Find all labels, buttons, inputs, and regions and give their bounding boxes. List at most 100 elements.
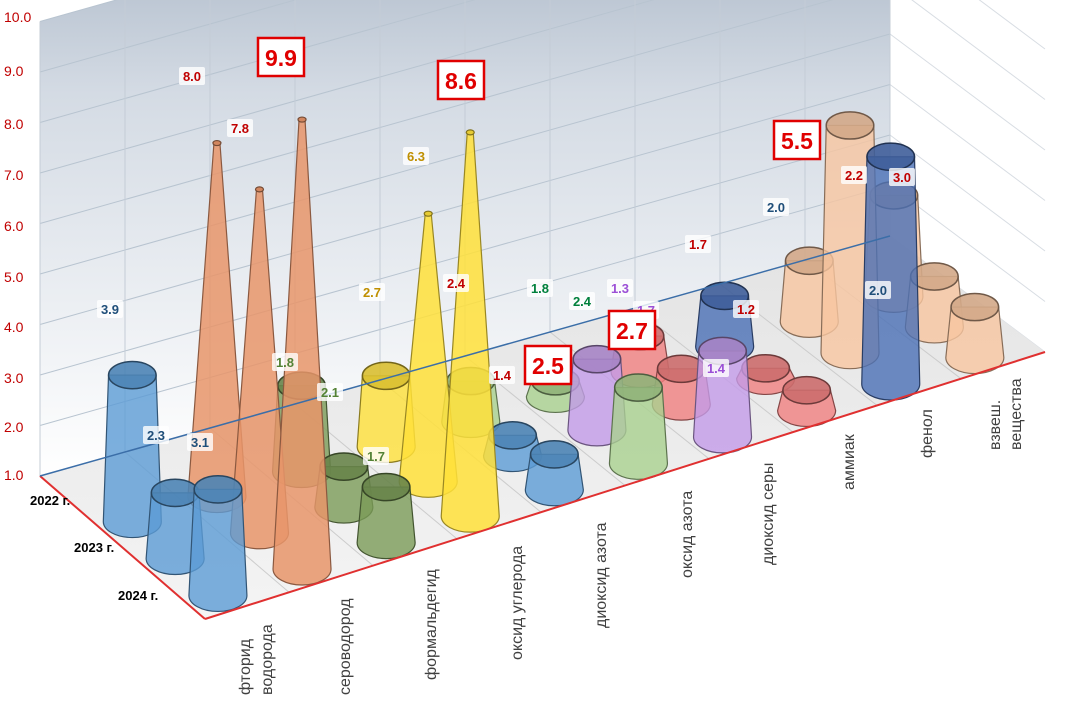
cone-body — [272, 118, 332, 586]
category-label: аммиак — [841, 433, 858, 490]
cylinder-top — [866, 142, 916, 172]
highlight-labels: 9.9 8.6 2.5 2.7 5.5 — [256, 36, 822, 386]
data-label-bg — [359, 283, 385, 301]
bar-mark — [777, 375, 837, 427]
cone-top — [254, 186, 265, 193]
data-label: 1.4 — [493, 368, 512, 383]
data-label: 1.7 — [689, 237, 707, 252]
gridline-side — [889, 134, 1046, 252]
cone-top — [297, 116, 307, 123]
series-depth-labels: 2022 г. 2023 г. 2024 г. — [30, 493, 158, 603]
cylinder-top — [825, 111, 875, 140]
bar-mark — [272, 116, 332, 586]
y-tick-label: 3.0 — [4, 370, 24, 386]
gridline-side — [889, 33, 1046, 151]
cylinder-top — [782, 375, 832, 405]
category-labels: фторид водорода сероводород формальдегид … — [237, 378, 1025, 695]
data-label-bg — [733, 300, 759, 318]
data-label: 2.0 — [869, 283, 887, 298]
data-label-bg — [317, 383, 343, 401]
cylinder-top — [488, 421, 538, 450]
y-tick-label: 6.0 — [4, 218, 24, 234]
cylinder-top — [529, 440, 579, 469]
chart-axes — [39, 235, 1046, 620]
data-label-bg — [272, 353, 298, 371]
cylinder-top — [319, 452, 369, 482]
data-label: 2.4 — [573, 294, 592, 309]
data-label: 1.7 — [367, 449, 385, 464]
bar-mark — [356, 472, 416, 560]
data-label: 1.8 — [531, 281, 549, 296]
y-tick-label: 1.0 — [4, 467, 24, 483]
data-label-bg — [143, 426, 169, 444]
back-floor-line — [39, 235, 891, 477]
cylinder-top — [613, 373, 663, 402]
data-label-bg — [527, 279, 553, 297]
data-label: 6.3 — [407, 149, 425, 164]
bar-mark — [651, 354, 711, 421]
bar-mark — [945, 292, 1005, 375]
cylinder-top — [741, 353, 791, 383]
highlight-box — [607, 309, 657, 351]
data-label: 1.4 — [707, 361, 726, 376]
data-label-bg — [363, 447, 389, 465]
y-tick-label: 4.0 — [4, 319, 24, 335]
cone-top — [465, 129, 475, 136]
cylinder-top — [193, 475, 243, 504]
category-label: диоксид серы — [760, 463, 777, 565]
highlight-box — [256, 36, 306, 78]
data-label-bg — [443, 274, 469, 292]
x-axis-line — [204, 351, 1046, 620]
category-label: взвеш. вещества — [987, 378, 1025, 450]
bar-mark — [524, 440, 584, 507]
data-label: 2.2 — [845, 168, 863, 183]
cylinder-top — [107, 360, 157, 390]
y-tick-label: 5.0 — [4, 269, 24, 285]
bar-mark — [692, 336, 753, 454]
cylinder-top — [950, 292, 1000, 322]
data-label: 2.4 — [447, 276, 466, 291]
data-label-bg — [703, 359, 729, 377]
category-label: диоксид азота — [593, 522, 610, 628]
highlight-label: 2.7 — [616, 318, 648, 344]
cylinder-body — [861, 156, 921, 401]
data-label: 7.8 — [231, 121, 249, 136]
data-label: 1.3 — [611, 281, 629, 296]
bar-mark — [608, 373, 669, 480]
highlight-box — [772, 119, 822, 161]
bar-mark — [145, 478, 205, 576]
data-label-bg — [97, 300, 123, 318]
cylinder-body — [188, 488, 248, 613]
data-label: 3.0 — [893, 170, 911, 185]
gridline-side — [978, 0, 1046, 50]
highlight-box — [523, 344, 573, 386]
y-tick-label: 9.0 — [4, 63, 24, 79]
data-label-bg — [841, 166, 867, 184]
category-label: фторид водорода — [237, 624, 276, 695]
cylinder-top — [361, 361, 411, 391]
category-label: оксид углерода — [509, 546, 526, 660]
data-label-bg — [179, 67, 205, 85]
data-label: 8.0 — [183, 69, 201, 84]
bar-mark — [356, 361, 416, 464]
highlight-label: 8.6 — [445, 68, 477, 94]
data-label: 2.0 — [767, 200, 785, 215]
category-label: фенол — [919, 409, 936, 458]
y-tick-labels: 1.0 2.0 3.0 4.0 5.0 6.0 7.0 8.0 9.0 10.0 — [4, 9, 31, 483]
cylinder-top — [150, 478, 200, 508]
gridline-h — [39, 0, 297, 73]
data-label-bg — [763, 198, 789, 216]
data-label-bg — [187, 433, 213, 451]
bar-mark — [736, 353, 796, 395]
gridline-side — [911, 0, 1046, 100]
data-label: 3.1 — [191, 435, 209, 450]
y-tick-label: 10.0 — [4, 9, 31, 25]
cylinder-body — [356, 486, 416, 560]
bar-mark — [861, 142, 921, 401]
bar-mark — [188, 475, 248, 613]
highlight-label: 9.9 — [265, 45, 297, 71]
data-label: 2.1 — [321, 385, 339, 400]
data-label-bg — [569, 292, 595, 310]
data-label-bg — [403, 147, 429, 165]
